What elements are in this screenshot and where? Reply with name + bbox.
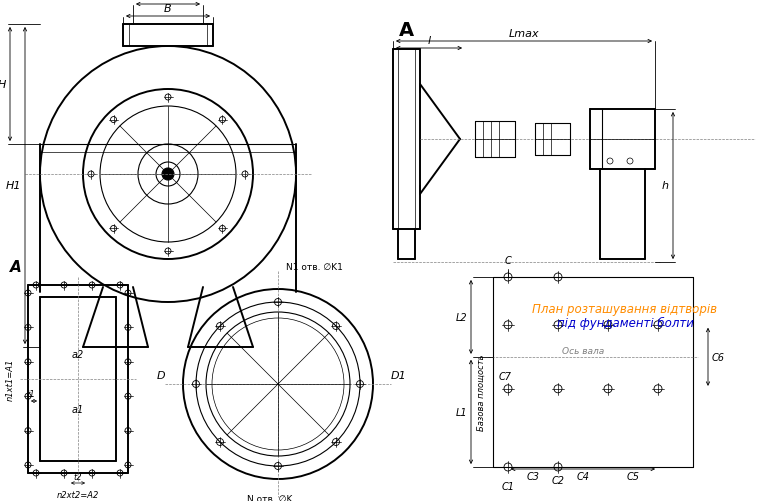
Text: N1 отв. ∅K1: N1 отв. ∅K1 <box>286 263 343 272</box>
Text: C5: C5 <box>626 471 640 481</box>
Text: n2xt2=A2: n2xt2=A2 <box>57 490 99 499</box>
Text: C: C <box>505 256 512 266</box>
Text: A: A <box>164 0 172 2</box>
Text: n1xt1=A1: n1xt1=A1 <box>5 358 14 400</box>
Text: C4: C4 <box>577 471 590 481</box>
Text: C2: C2 <box>552 475 565 485</box>
Text: Базова площость: Базова площость <box>477 354 486 430</box>
Text: B: B <box>164 4 172 14</box>
Text: L2: L2 <box>455 312 467 322</box>
Text: C3: C3 <box>527 471 540 481</box>
Text: A: A <box>398 21 414 40</box>
Text: t1: t1 <box>27 390 35 399</box>
Text: H1: H1 <box>5 181 21 191</box>
Circle shape <box>162 169 174 181</box>
Text: D: D <box>156 370 165 380</box>
Text: a1: a1 <box>72 404 84 414</box>
Text: l: l <box>427 36 430 46</box>
Text: C6: C6 <box>712 352 725 362</box>
Text: під фундаменті болти: під фундаменті болти <box>556 316 694 329</box>
Text: t2: t2 <box>74 472 82 481</box>
Text: A: A <box>10 260 22 275</box>
Text: H: H <box>0 80 6 90</box>
Text: D1: D1 <box>391 370 407 380</box>
Text: L1: L1 <box>455 407 467 417</box>
Text: h: h <box>662 181 669 191</box>
Text: План розташування відтворів: План розташування відтворів <box>533 303 717 316</box>
Text: Lmax: Lmax <box>509 29 540 39</box>
Text: a2: a2 <box>72 349 84 359</box>
Text: C1: C1 <box>502 481 515 491</box>
Text: Ось вала: Ось вала <box>562 346 604 355</box>
Text: C7: C7 <box>499 371 512 381</box>
Text: N отв. ∅K: N отв. ∅K <box>247 494 293 501</box>
